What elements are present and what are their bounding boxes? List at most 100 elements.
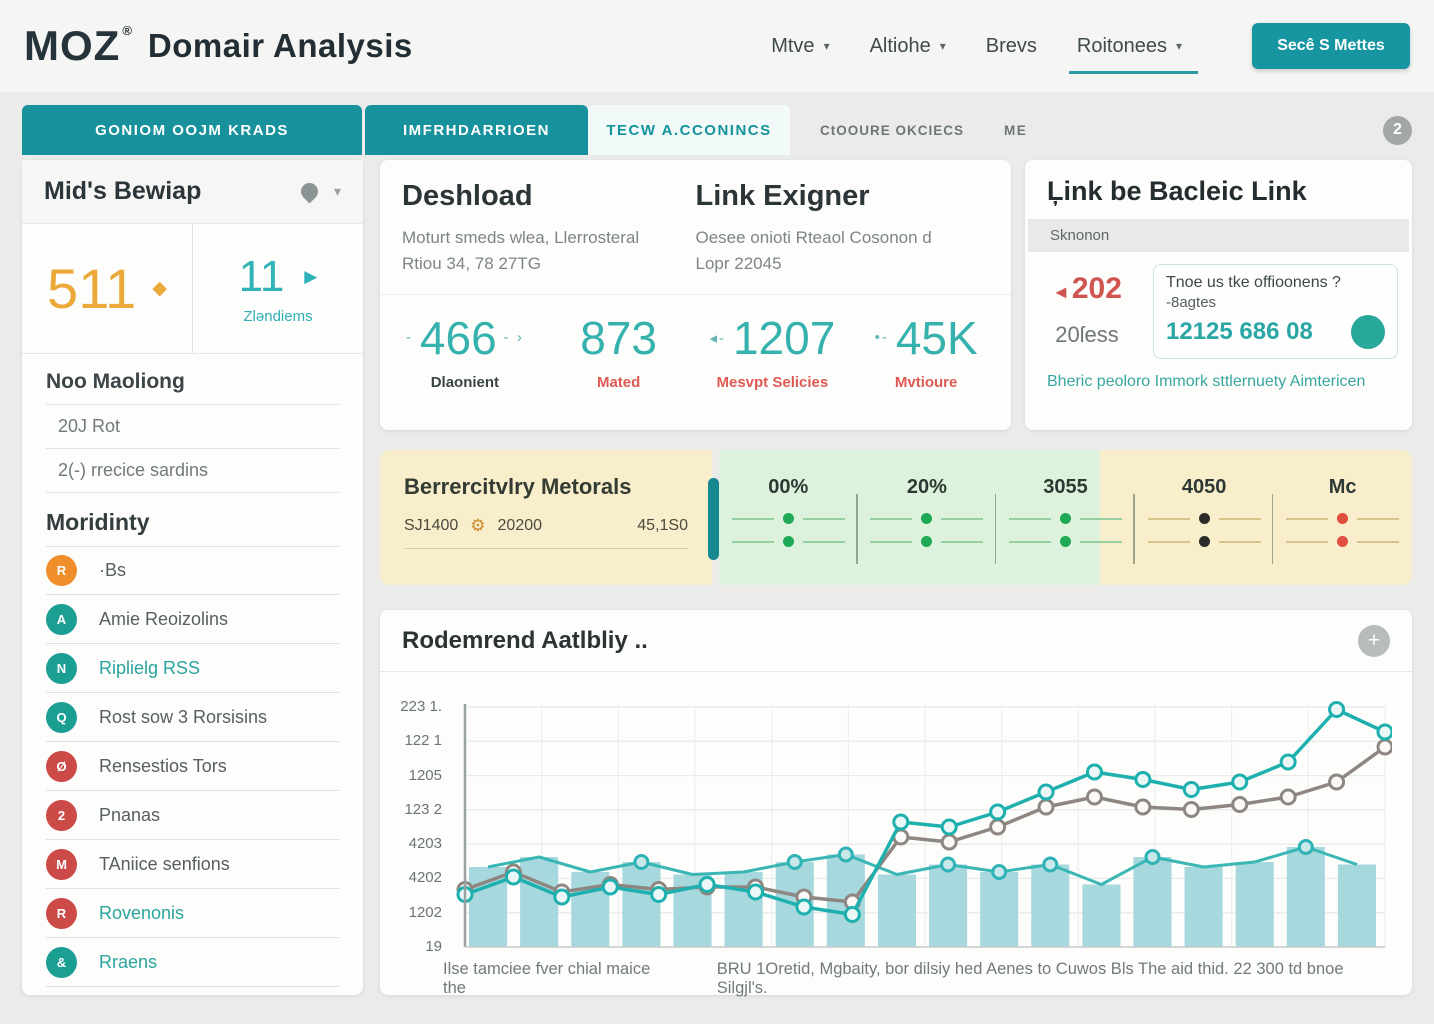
slider-dot[interactable]	[1060, 513, 1071, 524]
sidebar-item-label: Rraens	[99, 952, 157, 973]
trend-chart	[455, 700, 1392, 950]
list-icon: R	[46, 555, 77, 586]
metrics-sub-item2: 20200	[498, 517, 543, 535]
sidebar-item-label: TAniice senfions	[99, 854, 230, 875]
nav-item-label: Brevs	[986, 35, 1037, 58]
slider-dot[interactable]	[783, 536, 794, 547]
overview-left: Deshload Moturt smeds wlea, Llerrosteral…	[402, 180, 696, 278]
list-icon: A	[46, 604, 77, 635]
metric-mesvpt-selicies: ◂- 1207 Mesvpt Selicies	[696, 311, 850, 391]
sidebar-item-bs[interactable]: R ·Bs	[46, 546, 339, 595]
page-title: Domair Analysis	[148, 27, 413, 65]
slider-dot[interactable]	[1199, 536, 1210, 547]
stat-primary-value: 511	[47, 256, 136, 321]
column-header: 4050	[1135, 476, 1274, 499]
overview-left-title: Deshload	[402, 180, 696, 213]
left-arrow-icon: ◄	[1052, 282, 1070, 302]
x-axis-caption: Ilse tamciee fver chial maice the BRU 1O…	[443, 960, 1396, 998]
arrow-glyph: ◂-	[709, 329, 726, 347]
backlink-footer-link[interactable]: Bheric peoloro Immork sttlernuety Aimter…	[1047, 373, 1390, 391]
slider-dot[interactable]	[1199, 513, 1210, 524]
nav-item-brevs[interactable]: Brevs	[986, 35, 1037, 58]
divider-handle[interactable]	[708, 478, 719, 560]
metric-column-1: 20%	[858, 450, 997, 585]
column-header: Mc	[1273, 476, 1412, 499]
tab-imfrhdarrioen[interactable]: IMFRHDARRIOEN	[365, 105, 588, 155]
moz-logo: MOZ	[24, 22, 120, 70]
screen: MOZ ® Domair Analysis Mtve ▾ Altiohe ▾ B…	[0, 0, 1434, 1024]
sidebar-item-riplielg-rss[interactable]: N Riplielg RSS	[46, 644, 339, 693]
nav-item-altiohe[interactable]: Altiohe ▾	[870, 35, 946, 58]
backlink-panel: Ļink be Bacleic Link Sknonon ◄202 20ſess…	[1025, 160, 1412, 430]
metric-column-2: 3055	[996, 450, 1135, 585]
metric-value: 1207	[733, 311, 835, 365]
slider-dot[interactable]	[1337, 536, 1348, 547]
sidebar-item-rovenonis[interactable]: R Rovenonis	[46, 889, 339, 938]
y-axis-tick-label: 1202	[376, 905, 442, 921]
play-icon[interactable]: ▶	[304, 267, 317, 287]
y-axis-tick-label: 4203	[376, 836, 442, 852]
tab-tecw-acconincs-active[interactable]: TECW A.CCONINCS	[588, 105, 790, 155]
column-header: 00%	[719, 476, 858, 499]
backlink-info-box[interactable]: Tnoe us tke offioonens ? -8agtes 12125 6…	[1153, 264, 1398, 359]
slider-dot[interactable]	[783, 513, 794, 524]
slider-dot[interactable]	[1060, 536, 1071, 547]
sidebar-item-label: Riplielg RSS	[99, 658, 200, 679]
info-box-line1: Tnoe us tke offioonens ?	[1166, 274, 1385, 292]
slider-dot[interactable]	[921, 513, 932, 524]
sidebar-row[interactable]: 20J Rot	[46, 404, 339, 448]
info-box-number: 12125 686 08	[1166, 318, 1313, 346]
overview-left-subtitle: Moturt smeds wlea, Llerrosteral Rtiou 34…	[402, 225, 696, 278]
metric-column-3: 4050	[1135, 450, 1274, 585]
see-metrics-button[interactable]: Secê S Mettes	[1252, 23, 1410, 69]
backlink-stat-sub: 20ſess	[1031, 322, 1143, 348]
chevron-down-icon[interactable]: ▾	[334, 183, 341, 200]
tab-goniom-oojm-krads[interactable]: GONIOM OOJM KRADS	[22, 105, 362, 155]
chart-title: Rodemrend Aatlbliy ..	[402, 627, 648, 655]
sidebar-title: Mid's Bewiap	[44, 177, 201, 206]
list-icon: &	[46, 947, 77, 978]
nav-item-label: Altiohe	[870, 35, 931, 58]
metric-value: 873	[580, 311, 657, 365]
metrics-columns: 00% 20% 3055 4050 Mc	[719, 450, 1412, 585]
pin-icon[interactable]	[297, 179, 321, 203]
overview-right-title: Link Exigner	[696, 180, 990, 213]
nav-item-mtve[interactable]: Mtve ▾	[771, 35, 829, 58]
gear-icon[interactable]: ⚙	[470, 516, 485, 536]
sidebar-item-rost-sow[interactable]: Q Rost sow 3 Rorsisins	[46, 693, 339, 742]
sidebar-item-amie-reoizolins[interactable]: A Amie Reoizolins	[46, 595, 339, 644]
nav-item-roitonees[interactable]: Roitonees ▾	[1077, 35, 1182, 58]
list-icon: R	[46, 898, 77, 929]
y-axis-tick-label: 122 1	[376, 733, 442, 749]
plus-icon[interactable]: +	[1358, 625, 1390, 657]
slider-dot[interactable]	[1337, 513, 1348, 524]
metric-label: Mvtioure	[849, 374, 1003, 391]
notification-badge[interactable]: 2	[1383, 116, 1412, 145]
slider-dot[interactable]	[921, 536, 932, 547]
overview-metrics: - 466 - › Dlaonient 873 Mated ◂- 1207 Me…	[380, 294, 1011, 391]
sidebar-item-pnanas[interactable]: 2 Pnanas	[46, 791, 339, 840]
chart-card: Rodemrend Aatlbliy .. + 223 1.122 112051…	[380, 610, 1412, 995]
stat-secondary-label: Zləndiems	[243, 308, 312, 325]
teal-circle-indicator[interactable]	[1351, 315, 1385, 349]
y-axis-tick-label: 19	[376, 939, 442, 955]
chart-plot-area	[455, 700, 1392, 950]
tab-ctooure-okciecs[interactable]: CtOOURE OKCIECS	[790, 105, 994, 155]
tab-me[interactable]: ME	[994, 105, 1037, 155]
backlink-stat: ◄202 20ſess	[1031, 264, 1143, 359]
overview-card: Deshload Moturt smeds wlea, Llerrosteral…	[380, 160, 1011, 430]
chevron-down-icon: ▾	[1176, 39, 1182, 53]
nav-item-label: Roitonees	[1077, 35, 1167, 58]
nav-item-label: Mtve	[771, 35, 814, 58]
list-icon: M	[46, 849, 77, 880]
stat-secondary: 11 ▶ Zləndiems	[193, 224, 363, 353]
sidebar-item-label: Rovenonis	[99, 903, 184, 924]
metric-column-4: Mc	[1273, 450, 1412, 585]
chart-body: 223 1.122 11205123 242034202120219 Ilse …	[380, 672, 1412, 995]
stat-secondary-value: 11	[239, 252, 285, 302]
sidebar-item-rensestios-tors[interactable]: Ø Rensestios Tors	[46, 742, 339, 791]
sidebar-row[interactable]: 2(-) rrecice sardins	[46, 448, 339, 493]
sidebar-item-rraens[interactable]: & Rraens	[46, 938, 339, 987]
sidebar-item-taniice-senfions[interactable]: M TAniice senfions	[46, 840, 339, 889]
metric-mvtioure: •- 45K Mvtioure	[849, 311, 1003, 391]
